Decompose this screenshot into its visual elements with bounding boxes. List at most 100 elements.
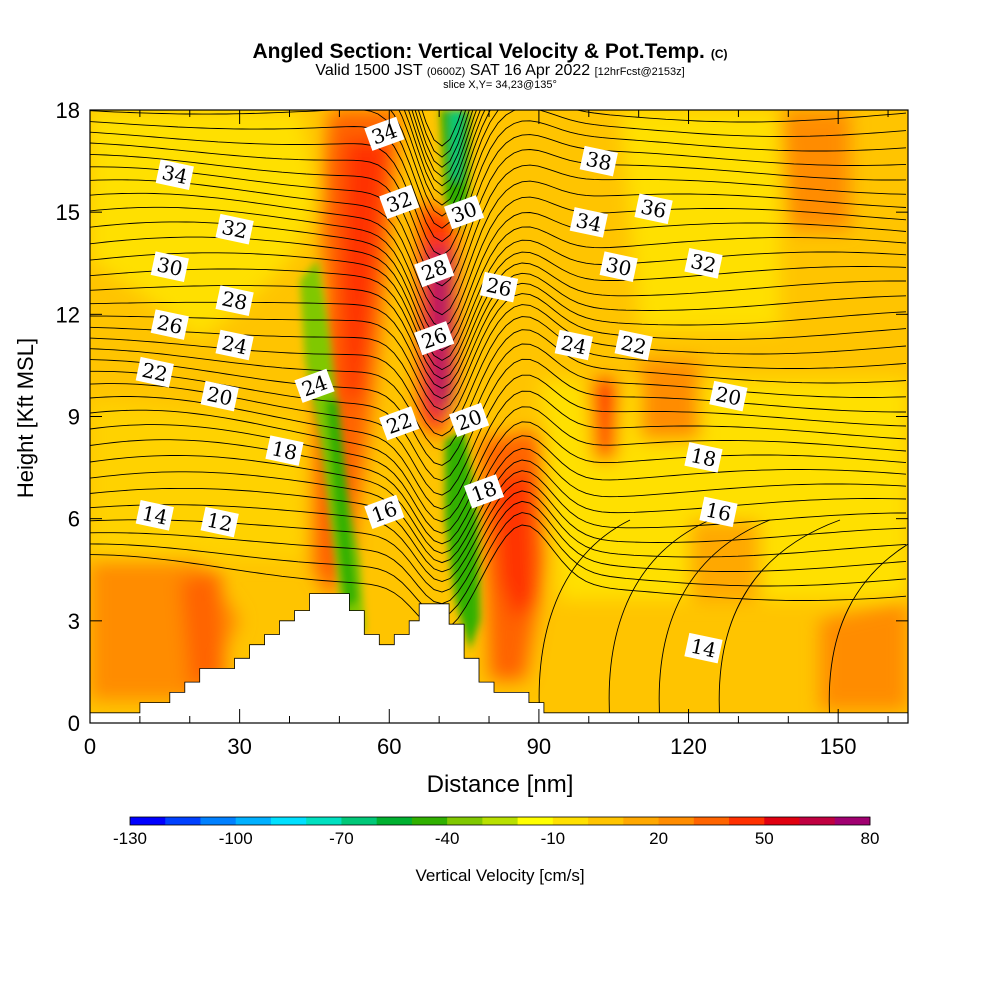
colorbar-tick-label: -10 xyxy=(541,829,566,848)
contour-label: 28 xyxy=(414,253,455,288)
contour-label-text: 22 xyxy=(140,358,170,387)
colorbar-swatch xyxy=(376,817,413,825)
contour-label-text: 32 xyxy=(220,215,250,244)
x-tick-label: 0 xyxy=(84,734,96,759)
theta-contour-line xyxy=(718,519,841,723)
contour-label: 14 xyxy=(135,500,174,531)
contour-label-text: 34 xyxy=(160,160,190,189)
y-axis-label: Height [Kft MSL] xyxy=(13,338,38,498)
colorbar-swatch xyxy=(165,817,201,825)
contour-label-text: 24 xyxy=(559,331,589,360)
contour-label: 34 xyxy=(155,159,194,190)
colorbar-swatch xyxy=(552,817,589,825)
contour-label-text: 18 xyxy=(689,443,719,472)
theta-contour-line xyxy=(90,406,907,523)
y-tick-label: 3 xyxy=(68,609,80,634)
contour-label: 34 xyxy=(569,207,608,238)
y-tick-labels: 0 3 6 9 12 15 18 xyxy=(56,98,80,736)
contour-label-text: 38 xyxy=(584,147,614,176)
colorbar xyxy=(129,816,871,826)
colorbar-swatch xyxy=(799,817,836,825)
x-tick-label: 120 xyxy=(670,734,707,759)
contour-label: 30 xyxy=(599,251,638,282)
colorbar-tick-label: -70 xyxy=(329,829,354,848)
contour-label: 18 xyxy=(684,442,723,473)
colorbar-swatch xyxy=(588,817,624,825)
colorbar-swatch xyxy=(200,817,237,825)
colorbar-swatch xyxy=(306,817,342,825)
x-tick-label: 90 xyxy=(527,734,551,759)
theta-contour-line xyxy=(90,435,907,545)
y-tick-label: 15 xyxy=(56,200,80,225)
x-tick-label: 60 xyxy=(377,734,401,759)
contour-label-text: 20 xyxy=(713,382,743,411)
theta-contour-line xyxy=(90,447,907,554)
theta-contour-line xyxy=(828,543,908,723)
contour-label: 32 xyxy=(215,213,254,245)
colorbar-swatch xyxy=(764,817,800,825)
contour-label-text: 12 xyxy=(205,508,235,537)
contour-label: 24 xyxy=(554,329,593,361)
colorbar-swatch xyxy=(729,817,765,825)
contour-label: 26 xyxy=(479,271,519,303)
x-tick-label: 150 xyxy=(820,734,857,759)
contour-label: 32 xyxy=(684,248,723,279)
colorbar-tick-labels: -130 -100 -70 -40 -10 20 50 80 xyxy=(113,829,879,848)
theta-contour-line xyxy=(90,134,907,272)
contour-label: 24 xyxy=(215,329,254,361)
theta-contour-line xyxy=(90,192,907,329)
x-tick-label: 30 xyxy=(227,734,251,759)
contour-label-text: 20 xyxy=(205,382,235,411)
colorbar-tick-label: 20 xyxy=(649,829,668,848)
contour-label: 12 xyxy=(200,506,239,538)
contour-label: 28 xyxy=(215,285,254,316)
x-axis-label: Distance [nm] xyxy=(427,771,574,798)
theta-contour-line xyxy=(90,293,907,411)
contour-label-text: 30 xyxy=(604,252,634,281)
contour-label: 36 xyxy=(634,193,673,225)
theta-contour-line xyxy=(90,206,907,341)
theta-contour-line xyxy=(658,519,771,723)
contour-label-text: 14 xyxy=(689,634,719,663)
contour-label-text: 34 xyxy=(574,208,604,237)
chart-subtitle: Valid 1500 JST (0600Z) SAT 16 Apr 2022 [… xyxy=(315,62,684,79)
theta-contour-line xyxy=(90,149,907,287)
theta-contour-line xyxy=(538,519,631,723)
y-tick-label: 18 xyxy=(56,98,80,123)
theta-contour-line xyxy=(90,251,907,371)
contour-label: 38 xyxy=(579,145,618,177)
colorbar-swatch xyxy=(482,817,519,825)
contour-label-text: 36 xyxy=(639,194,669,223)
contour-label-text: 26 xyxy=(484,273,514,302)
theta-contour-line xyxy=(90,329,907,451)
colorbar-swatch xyxy=(517,817,554,825)
contour-label-text: 32 xyxy=(689,249,719,278)
contour-label: 20 xyxy=(200,380,239,412)
colorbar-swatch xyxy=(411,817,448,825)
colorbar-swatch xyxy=(270,817,307,825)
contour-label: 30 xyxy=(150,251,189,282)
contour-label: 26 xyxy=(150,309,189,340)
colorbar-swatch xyxy=(235,817,272,825)
contour-label: 16 xyxy=(699,496,738,528)
theta-contour-line xyxy=(608,519,711,723)
theta-contour-line xyxy=(90,120,907,257)
slice-label: slice X,Y= 34,23@135° xyxy=(443,79,557,91)
colorbar-tick-label: -100 xyxy=(219,829,253,848)
contour-label-text: 14 xyxy=(140,501,170,530)
colorbar-swatch xyxy=(658,817,695,825)
contour-label-text: 18 xyxy=(270,436,300,465)
x-tick-labels: 0 30 60 90 120 150 xyxy=(84,734,857,759)
theta-contour-line xyxy=(90,179,907,316)
theta-contour-line xyxy=(90,524,907,631)
colorbar-swatch xyxy=(341,817,378,825)
contour-label-text: 22 xyxy=(619,331,649,360)
theta-contour-line xyxy=(90,459,907,564)
plot-field xyxy=(90,110,908,723)
y-tick-label: 0 xyxy=(68,711,80,736)
theta-contour-line xyxy=(90,480,907,582)
contour-label: 18 xyxy=(265,435,304,466)
theta-contour-line xyxy=(90,164,907,302)
contour-label: 22 xyxy=(614,329,653,361)
colorbar-tick-label: 80 xyxy=(861,829,880,848)
